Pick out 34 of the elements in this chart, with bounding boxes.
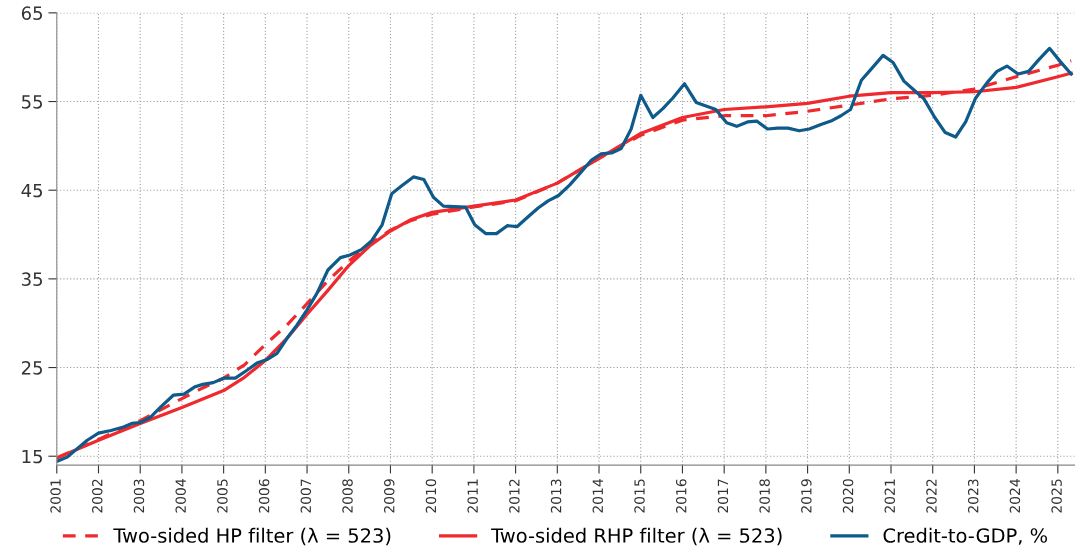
legend-label: Two-sided RHP filter (λ = 523) — [491, 527, 782, 546]
x-tick-label: 2019 — [801, 479, 812, 513]
x-tick-label: 2001 — [50, 479, 61, 513]
legend-label: Credit-to-GDP, % — [883, 527, 1048, 545]
y-tick-label: 15 — [22, 449, 43, 464]
x-tick-label: 2006 — [258, 479, 270, 513]
x-tick-label: 2014 — [592, 479, 604, 513]
x-tick-label: 2018 — [759, 479, 770, 513]
x-tick-label: 2021 — [884, 479, 896, 513]
x-tick-label: 2024 — [1009, 479, 1021, 513]
x-tick-label: 2007 — [300, 479, 312, 513]
x-tick-label: 2023 — [967, 479, 979, 513]
x-tick-label: 2025 — [1051, 479, 1062, 513]
x-tick-label: 2009 — [383, 479, 395, 513]
x-tick-label: 2017 — [717, 479, 729, 513]
y-tick-label: 65 — [21, 6, 43, 20]
x-tick-label: 2003 — [133, 479, 145, 513]
x-tick-label: 2011 — [467, 479, 478, 513]
x-tick-label: 2002 — [92, 479, 103, 513]
x-tick-label: 2004 — [175, 479, 186, 513]
legend-label: Two-sided HP filter (λ = 523) — [113, 527, 391, 546]
x-tick-label: 2012 — [509, 479, 520, 513]
x-tick-label: 2022 — [926, 479, 937, 513]
x-tick-label: 2013 — [550, 479, 562, 513]
y-tick-label: 45 — [21, 183, 43, 198]
x-tick-label: 2015 — [634, 479, 645, 513]
x-tick-label: 2020 — [842, 479, 854, 513]
y-tick-label: 35 — [21, 272, 43, 286]
x-tick-label: 2016 — [675, 479, 687, 513]
x-tick-label: 2005 — [217, 479, 228, 513]
y-tick-label: 25 — [21, 361, 43, 375]
y-tick-label: 55 — [22, 95, 43, 109]
x-tick-label: 2008 — [342, 479, 353, 513]
x-tick-label: 2010 — [425, 479, 437, 513]
